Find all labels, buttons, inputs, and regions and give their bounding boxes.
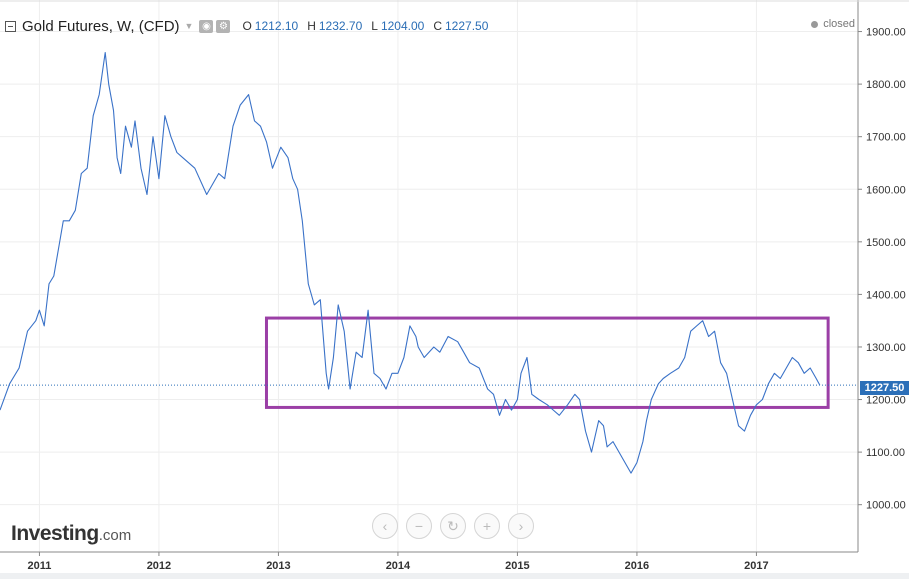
y-tick-label: 1400.00 [866, 289, 906, 301]
bottom-strip [0, 573, 909, 579]
last-price-tag: 1227.50 [860, 381, 909, 395]
chevron-left-icon[interactable]: ‹ [372, 513, 398, 539]
y-tick-label: 1500.00 [866, 237, 906, 249]
highlight-box [264, 316, 830, 409]
zoom-out-icon[interactable]: − [406, 513, 432, 539]
x-tick-label: 2011 [27, 560, 51, 572]
chart-navigation: ‹ − ↻ + › [372, 513, 542, 539]
y-tick-label: 1900.00 [866, 27, 906, 39]
reset-icon[interactable]: ↻ [440, 513, 466, 539]
collapse-icon[interactable] [5, 20, 16, 32]
open-value: 1212.10 [254, 19, 299, 33]
y-tick-label: 1700.00 [866, 132, 906, 144]
y-tick-label: 1600.00 [866, 184, 906, 196]
chart-grid [0, 0, 858, 552]
close-value: 1227.50 [445, 19, 489, 33]
x-tick-label: 2013 [266, 560, 290, 572]
price-line-layer [0, 52, 858, 474]
investing-logo: Investing.com [11, 522, 131, 546]
price-series-line [0, 52, 821, 474]
high-value: 1232.70 [318, 19, 363, 33]
chart-legend: Gold Futures, W, (CFD) ▼ ◉ ⚙ O 1212.10 H… [0, 15, 488, 37]
x-tick-label: 2014 [386, 560, 411, 572]
instrument-title[interactable]: Gold Futures, W, (CFD) [22, 17, 180, 35]
settings-icon[interactable]: ⚙ [216, 19, 231, 33]
y-tick-label: 1100.00 [866, 447, 905, 459]
chevron-right-icon[interactable]: › [508, 513, 534, 539]
market-status: closed [811, 18, 855, 30]
low-label: L [371, 19, 378, 33]
y-tick-label: 1300.00 [866, 342, 906, 354]
x-tick-label: 2015 [505, 560, 529, 572]
open-label: O [242, 19, 252, 33]
y-tick-label: 1800.00 [866, 79, 906, 91]
visibility-icon[interactable]: ◉ [199, 19, 214, 33]
zoom-in-icon[interactable]: + [474, 513, 500, 539]
x-tick-label: 2017 [744, 560, 768, 572]
x-tick-label: 2012 [147, 560, 171, 572]
close-label: C [433, 19, 442, 33]
y-tick-label: 1200.00 [866, 395, 906, 407]
y-tick-label: 1000.00 [866, 500, 906, 512]
high-label: H [307, 19, 316, 33]
low-value: 1204.00 [380, 19, 425, 33]
x-tick-label: 2016 [625, 560, 649, 572]
chevron-down-icon[interactable]: ▼ [184, 21, 194, 31]
brand-suffix: .com [98, 527, 132, 544]
status-dot-icon [811, 20, 819, 28]
brand-name: Investing [11, 522, 99, 545]
status-text: closed [823, 18, 855, 30]
highlight-range [264, 316, 830, 409]
